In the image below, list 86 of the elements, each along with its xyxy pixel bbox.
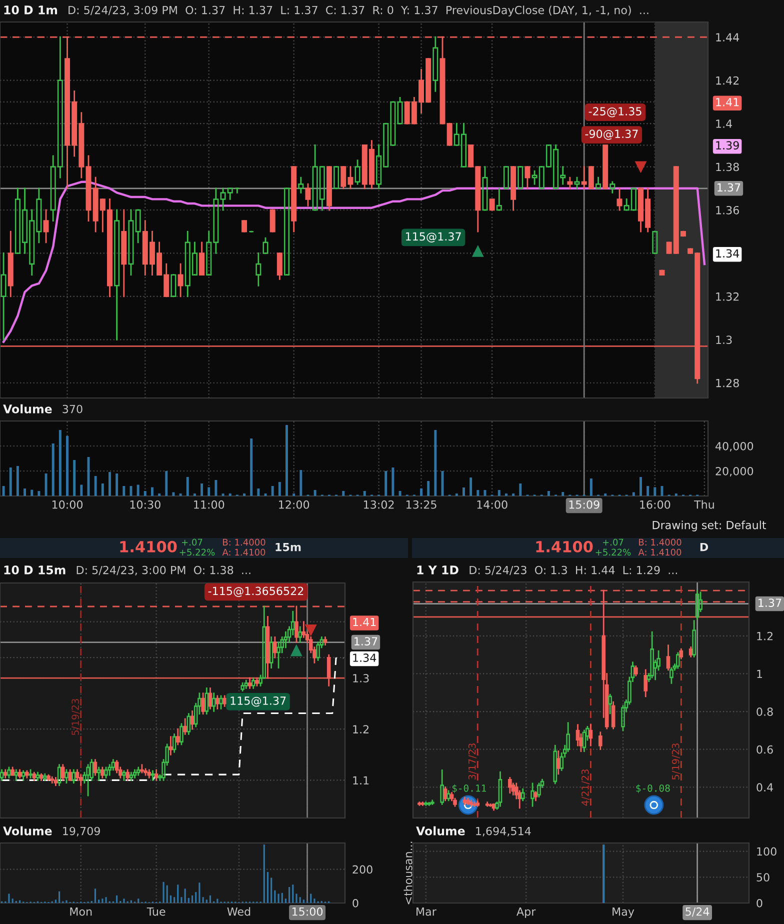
annotation: -90@1.37 [585, 130, 638, 140]
y-tick-label: 1.41 [353, 618, 376, 626]
annotation: -25@1.35 [588, 107, 642, 118]
y-tick-label: 1.36 [716, 206, 739, 214]
text: Drawing set: Default [652, 520, 766, 532]
x-tick-label: 5/24 [686, 907, 710, 917]
x-tick-label: 13:02 [364, 500, 394, 509]
y-tick-label: 1.34 [716, 249, 740, 258]
y-tick-label: 1.32 [716, 292, 739, 301]
x-tick-label: May [612, 908, 634, 918]
text: +.07 [182, 538, 202, 546]
x-tick-label: Mon [70, 908, 92, 916]
text: B: 1.4000 [639, 538, 682, 546]
y-tick-label: 1.42 [716, 76, 739, 85]
x-tick-label: 11:00 [194, 500, 224, 509]
y-tick-label: 1.3 [353, 674, 369, 682]
y-axis-title: <thousan... [404, 842, 412, 904]
chart-subtitle: 1,694,514 [476, 826, 531, 836]
chart-subtitle: D: 5/24/23, 3:00 PM O: 1.38 ... [76, 566, 250, 576]
y-tick-label: 1 [757, 670, 762, 678]
y-tick-label: 0 [756, 898, 762, 908]
ref-line-label: 1.37 [718, 183, 740, 192]
ref-line-label: 3/17/23 [468, 744, 476, 780]
chart-title: Volume [3, 404, 52, 414]
text: A: 1.4100 [638, 548, 682, 556]
text: D [700, 542, 708, 552]
ref-line-label: 5/19/23 [72, 699, 80, 735]
y-tick-label: 1.44 [716, 33, 740, 42]
x-tick-label: 15:00 [292, 907, 323, 916]
annotation: $-0.11 [452, 784, 486, 794]
x-tick-label: 10:00 [52, 500, 83, 509]
x-tick-label: 10:30 [130, 500, 160, 509]
text: +5.22% [596, 548, 631, 556]
y-tick-label: 1.3 [716, 336, 732, 344]
annotation: $-0.08 [636, 784, 670, 794]
text: +5.22% [180, 548, 215, 556]
chart-title: Volume [416, 826, 465, 836]
y-tick-label: 0.4 [756, 783, 773, 792]
x-tick-label: Tue [146, 908, 166, 916]
y-tick-label: 1.1 [353, 776, 369, 784]
chart-subtitle: 370 [62, 404, 82, 414]
ref-line-label: 1.37 [354, 637, 378, 646]
chart-title: 10 D 15m [4, 565, 66, 574]
x-tick-label: 14:00 [477, 500, 508, 509]
y-tick-label: 200 [352, 865, 372, 874]
text: +.07 [602, 538, 624, 546]
x-tick-label: Mar [416, 908, 436, 916]
y-tick-label: 20,000 [716, 466, 754, 477]
y-tick-label: 0 [352, 898, 358, 908]
y-tick-label: 40,000 [715, 442, 754, 452]
y-tick-label: 1.2 [757, 632, 772, 640]
chart-title: 10 D 1m [4, 5, 58, 14]
x-tick-label: 16:00 [640, 500, 670, 509]
x-tick-label: 13:25 [406, 500, 436, 509]
ref-line-label: 5/19/23 [672, 744, 680, 780]
text: B: 1.4000 [223, 538, 266, 546]
y-tick-label: 0.6 [756, 745, 773, 754]
x-tick-label: Thu [694, 500, 714, 509]
chart-subtitle: 19,709 [63, 826, 100, 836]
chart-title: 1 Y 1D [417, 566, 458, 574]
text: 1.4100 [536, 540, 593, 552]
annotation: 115@1.37 [406, 232, 461, 242]
chart-subtitle: D: 5/24/23, 3:09 PM O: 1.37 H: 1.37 L: 1.37 C: 1.37 R: 0 Y: 1.37 PreviousDayClose (DAY, 1, -1, no) ... [68, 6, 648, 16]
chart-title: Volume [3, 826, 52, 836]
annotation: -115@1.3656522 [208, 586, 304, 597]
x-tick-label: 15:09 [569, 500, 600, 509]
y-tick-label: 50 [756, 873, 770, 882]
annotation: 115@1.37 [230, 696, 286, 707]
y-tick-label: 1.41 [716, 98, 739, 106]
text: A: 1.4100 [222, 548, 266, 556]
y-tick-label: 1.2 [353, 725, 368, 734]
chart-subtitle: D: 5/24/23 O: 1.3 H: 1.44 L: 1.29 ... [470, 566, 678, 576]
y-tick-label: 0.8 [756, 708, 773, 716]
y-tick-label: 1.38 [716, 162, 739, 172]
text: 15m [276, 542, 301, 552]
ref-line-label: 1.37 [758, 598, 782, 607]
y-tick-label: 1.39 [716, 141, 739, 150]
y-tick-label: 100 [757, 847, 776, 856]
text: 1.4100 [120, 540, 177, 552]
x-tick-label: 12:00 [279, 500, 310, 509]
ref-line-label: 4/21/23 [581, 770, 590, 806]
y-tick-label: 1.28 [716, 378, 739, 388]
x-tick-label: Wed [227, 907, 250, 916]
y-tick-label: 1.34 [353, 654, 376, 662]
x-tick-label: Apr [516, 908, 536, 918]
y-tick-label: 1.4 [716, 120, 732, 128]
